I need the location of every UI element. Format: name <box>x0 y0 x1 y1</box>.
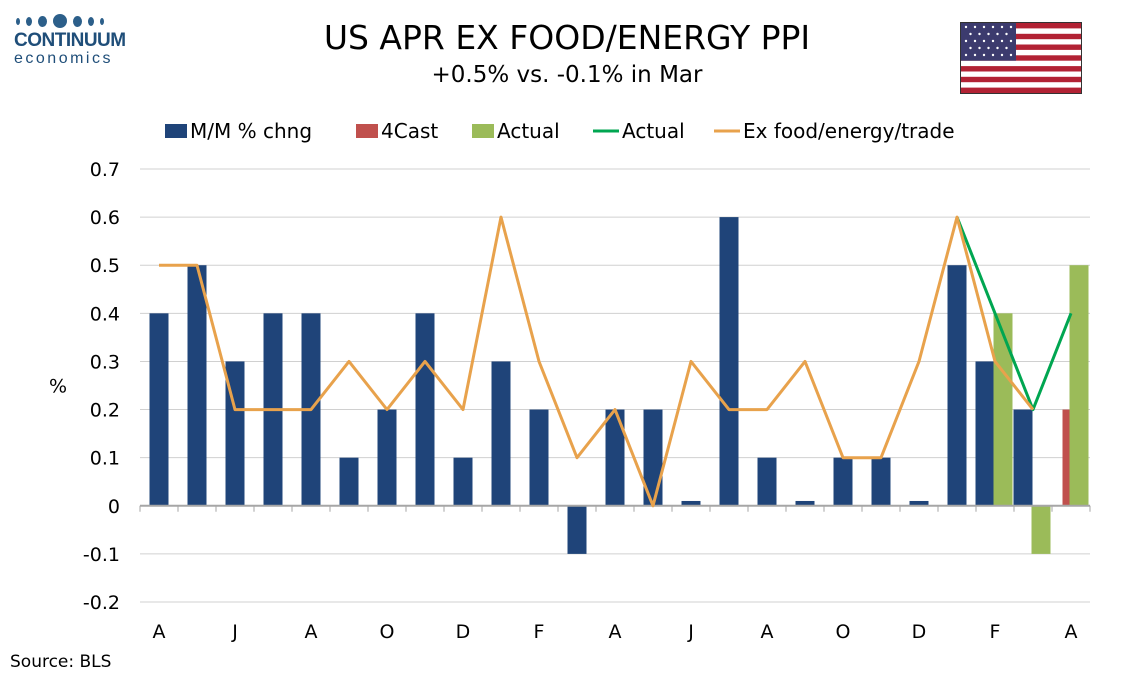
x-tick-label: A <box>609 621 622 643</box>
logo-dots-icon <box>16 14 134 28</box>
bar-mm-chng <box>187 265 207 506</box>
y-tick-label: 0.5 <box>90 255 120 277</box>
y-tick-label: -0.2 <box>83 592 120 614</box>
x-tick-label: D <box>912 621 927 643</box>
bar-actual <box>993 313 1013 506</box>
bar-mm-chng <box>871 457 891 506</box>
bar-mm-chng <box>975 361 995 506</box>
bar-mm-chng <box>149 313 169 506</box>
bar-mm-chng <box>909 500 929 506</box>
continuum-logo: CONTINUUM economics <box>14 14 134 68</box>
legend-entry: Ex food/energy/trade <box>743 119 955 143</box>
chart-subtitle: +0.5% vs. -0.1% in Mar <box>431 62 703 88</box>
bar-mm-chng <box>529 409 549 506</box>
y-tick-label: 0.1 <box>90 448 120 470</box>
y-tick-label: 0.6 <box>90 207 120 229</box>
y-tick-label: 0.3 <box>90 351 120 373</box>
x-tick-label: A <box>305 621 318 643</box>
x-tick-label: A <box>761 621 774 643</box>
logo-subtitle: economics <box>14 50 113 67</box>
legend-entry: Actual <box>622 119 685 143</box>
x-tick-label: F <box>534 621 545 643</box>
logo-name: CONTINUUM <box>14 30 126 51</box>
legend-swatch <box>472 124 494 138</box>
bar-mm-chng <box>681 500 701 506</box>
us-flag-icon <box>960 22 1082 94</box>
bar-mm-chng <box>947 265 967 506</box>
line-actual <box>955 216 1073 412</box>
bar-mm-chng <box>643 409 663 506</box>
bar-mm-chng <box>567 505 587 554</box>
source-note: Source: BLS <box>10 652 112 672</box>
y-tick-label: 0.4 <box>90 303 120 325</box>
line-ex-food-energy-trade <box>159 215 1035 508</box>
bar-mm-chng <box>415 313 435 506</box>
bar-mm-chng <box>1013 409 1033 506</box>
x-tick-label: D <box>456 621 471 643</box>
bar-mm-chng <box>453 457 473 506</box>
bar-mm-chng <box>795 500 815 506</box>
x-tick-label: A <box>1065 621 1078 643</box>
legend-entry: Actual <box>497 119 560 143</box>
legend-entry: 4Cast <box>381 119 438 143</box>
x-tick-label: A <box>153 621 166 643</box>
bar-actual <box>1069 265 1089 506</box>
x-tick-label: F <box>990 621 1001 643</box>
y-tick-label: 0.7 <box>90 159 120 181</box>
y-axis-label: % <box>49 376 67 398</box>
x-tick-label: J <box>687 621 694 643</box>
x-tick-label: O <box>380 621 395 643</box>
bar-4cast <box>1062 409 1070 506</box>
chart-title: US APR EX FOOD/ENERGY PPI <box>323 18 811 57</box>
bar-mm-chng <box>339 457 359 506</box>
y-tick-label: 0 <box>108 496 120 518</box>
x-tick-label: O <box>836 621 851 643</box>
legend-swatch <box>165 124 187 138</box>
bar-mm-chng <box>377 409 397 506</box>
bar-mm-chng <box>757 457 777 506</box>
bar-mm-chng <box>225 361 245 506</box>
bar-mm-chng <box>719 217 739 506</box>
bar-mm-chng <box>833 457 853 506</box>
x-tick-label: J <box>231 621 238 643</box>
y-tick-label: -0.1 <box>83 544 120 566</box>
legend-swatch <box>356 124 378 138</box>
bar-actual <box>1031 505 1051 554</box>
y-tick-label: 0.2 <box>90 400 120 422</box>
bar-mm-chng <box>491 361 511 506</box>
legend-entry: M/M % chng <box>190 119 312 143</box>
bar-mm-chng <box>605 409 625 506</box>
